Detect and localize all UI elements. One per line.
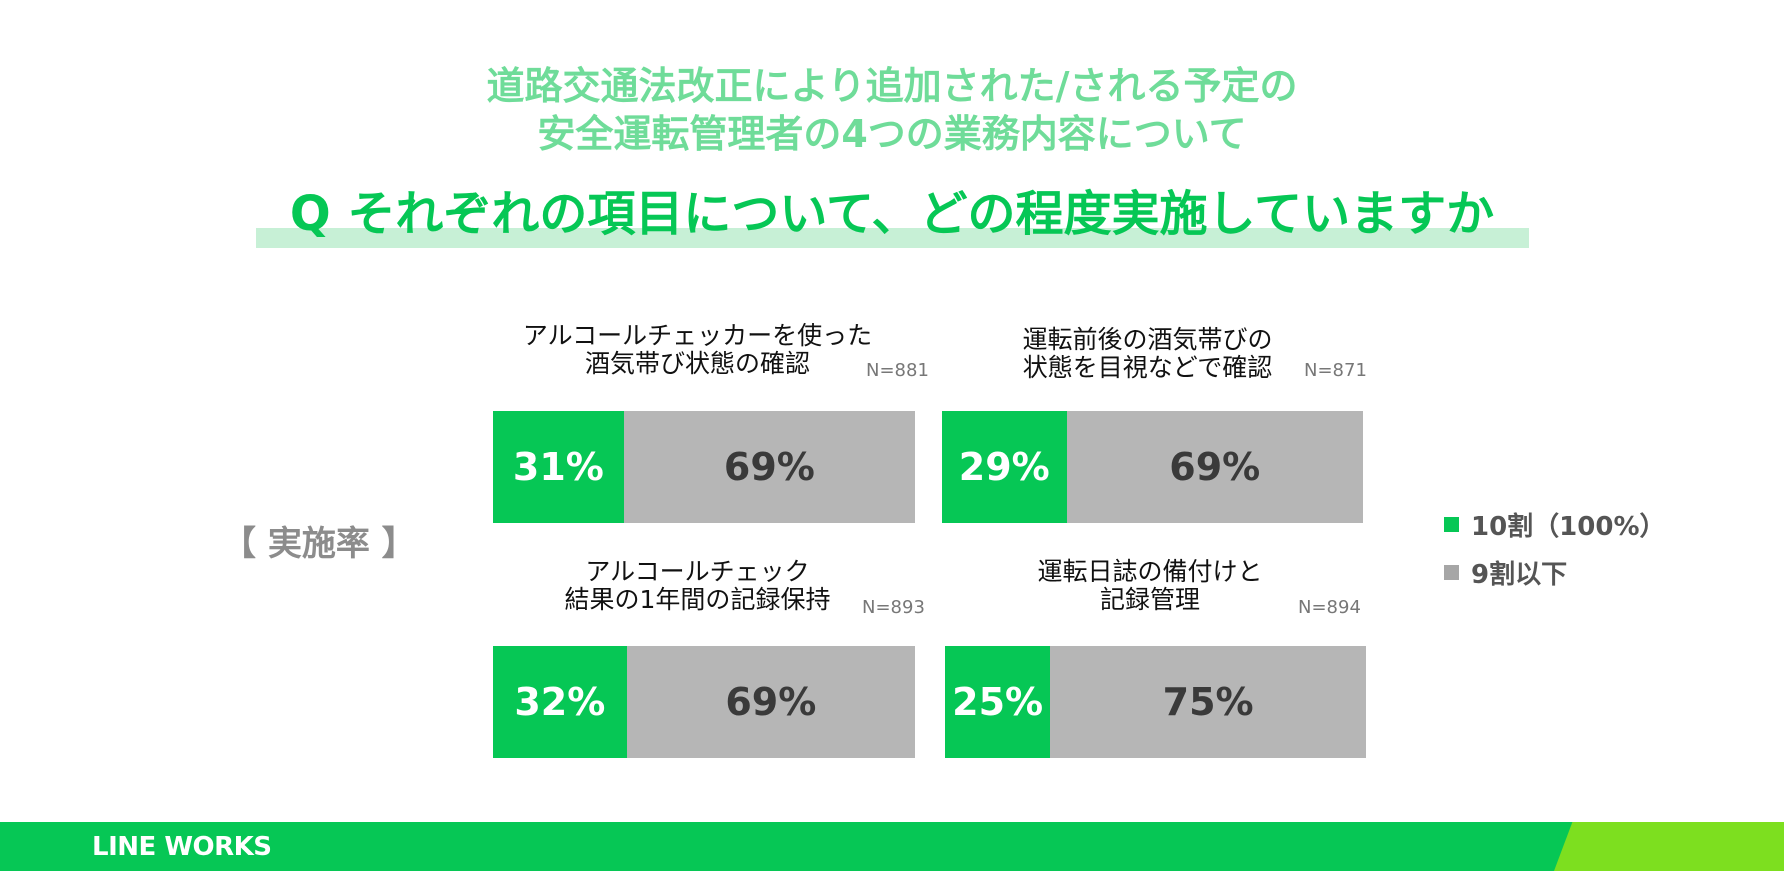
subtitle-line-1: 道路交通法改正により追加された/される予定の	[486, 64, 1298, 108]
legend-item-full: 10割（100%）	[1444, 500, 1666, 548]
item-title-line-2: 結果の1年間の記録保持	[564, 585, 831, 614]
stacked-bar: 25% 75%	[945, 646, 1366, 758]
bar-segment-full: 29%	[942, 411, 1067, 523]
sample-size: N=894	[1298, 597, 1361, 618]
rate-label: 【 実施率 】	[222, 524, 416, 564]
footer-bar: LINE WORKS	[0, 822, 1784, 871]
item-title-line-1: アルコールチェック	[585, 557, 810, 586]
bar-segment-full: 25%	[945, 646, 1051, 758]
legend: 10割（100%） 9割以下	[1444, 500, 1666, 596]
item-title-line-1: アルコールチェッカーを使った	[522, 321, 873, 350]
item-title: 運転日誌の備付けと 記録管理	[1010, 558, 1290, 614]
subtitle-line-2: 安全運転管理者の4つの業務内容について	[537, 112, 1247, 156]
item-title-line-2: 酒気帯び状態の確認	[584, 349, 810, 378]
legend-swatch-rest	[1444, 564, 1459, 580]
bar-segment-rest: 69%	[626, 646, 915, 758]
bar-segment-rest: 69%	[623, 411, 915, 523]
item-title-line-2: 状態を目視などで確認	[1022, 353, 1273, 382]
item-title: アルコールチェッカーを使った 酒気帯び状態の確認	[490, 322, 905, 378]
item-title: アルコールチェック 結果の1年間の記録保持	[540, 558, 855, 614]
question-text: Q それぞれの項目について、どの程度実施していますか	[289, 186, 1495, 242]
bar-segment-full: 31%	[493, 411, 624, 523]
bar-segment-full: 32%	[493, 646, 627, 758]
item-title: 運転前後の酒気帯びの 状態を目視などで確認	[1000, 326, 1295, 382]
bar-segment-rest: 69%	[1066, 411, 1363, 523]
legend-item-rest: 9割以下	[1444, 548, 1666, 596]
item-title-line-1: 運転前後の酒気帯びの	[1022, 325, 1273, 354]
item-title-line-2: 記録管理	[1099, 585, 1200, 614]
line-works-logo: LINE WORKS	[92, 832, 272, 862]
stacked-bar: 32% 69%	[493, 646, 915, 758]
legend-label-full: 10割（100%）	[1471, 511, 1666, 542]
legend-label-rest: 9割以下	[1471, 559, 1568, 590]
question-heading: Q それぞれの項目について、どの程度実施していますか	[222, 182, 1562, 252]
stacked-bar: 31% 69%	[493, 411, 915, 523]
question-highlight	[256, 228, 1529, 248]
legend-swatch-full	[1444, 516, 1459, 532]
sample-size: N=871	[1304, 360, 1367, 381]
chart-subtitle: 道路交通法改正により追加された/される予定の 安全運転管理者の4つの業務内容につ…	[0, 62, 1784, 158]
sample-size: N=893	[862, 597, 925, 618]
stacked-bar: 29% 69%	[942, 411, 1363, 523]
sample-size: N=881	[866, 360, 929, 381]
footer-accent	[1554, 822, 1784, 871]
bar-segment-rest: 75%	[1050, 646, 1366, 758]
item-title-line-1: 運転日誌の備付けと	[1037, 557, 1263, 586]
